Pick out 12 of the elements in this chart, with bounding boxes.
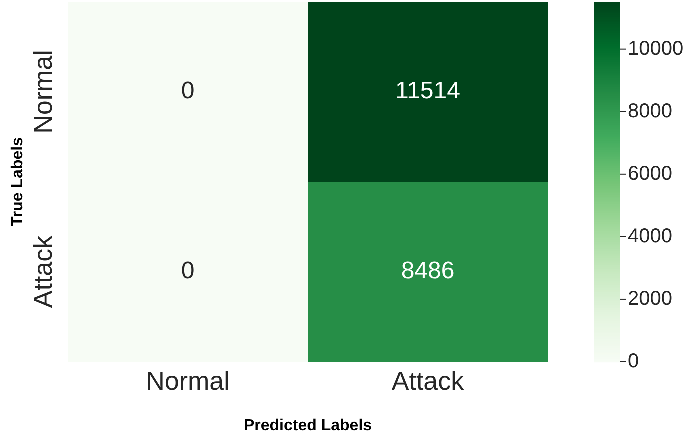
data-label: 0 — [181, 258, 195, 285]
color-bar-label: 0 — [628, 350, 640, 373]
data-label: 8486 — [401, 258, 455, 285]
color-bar-label: 6000 — [628, 162, 672, 185]
x-axis-title: Predicted Labels — [244, 417, 372, 434]
y-axis-title: True Labels — [9, 137, 26, 226]
color-bar-label: 4000 — [628, 225, 672, 248]
data-label: 0 — [181, 78, 195, 105]
color-bar-label: 10000 — [628, 38, 684, 60]
color-bar-label: 2000 — [628, 288, 672, 310]
color-bar-label: 8000 — [628, 100, 672, 122]
data-label: 11514 — [396, 78, 460, 105]
